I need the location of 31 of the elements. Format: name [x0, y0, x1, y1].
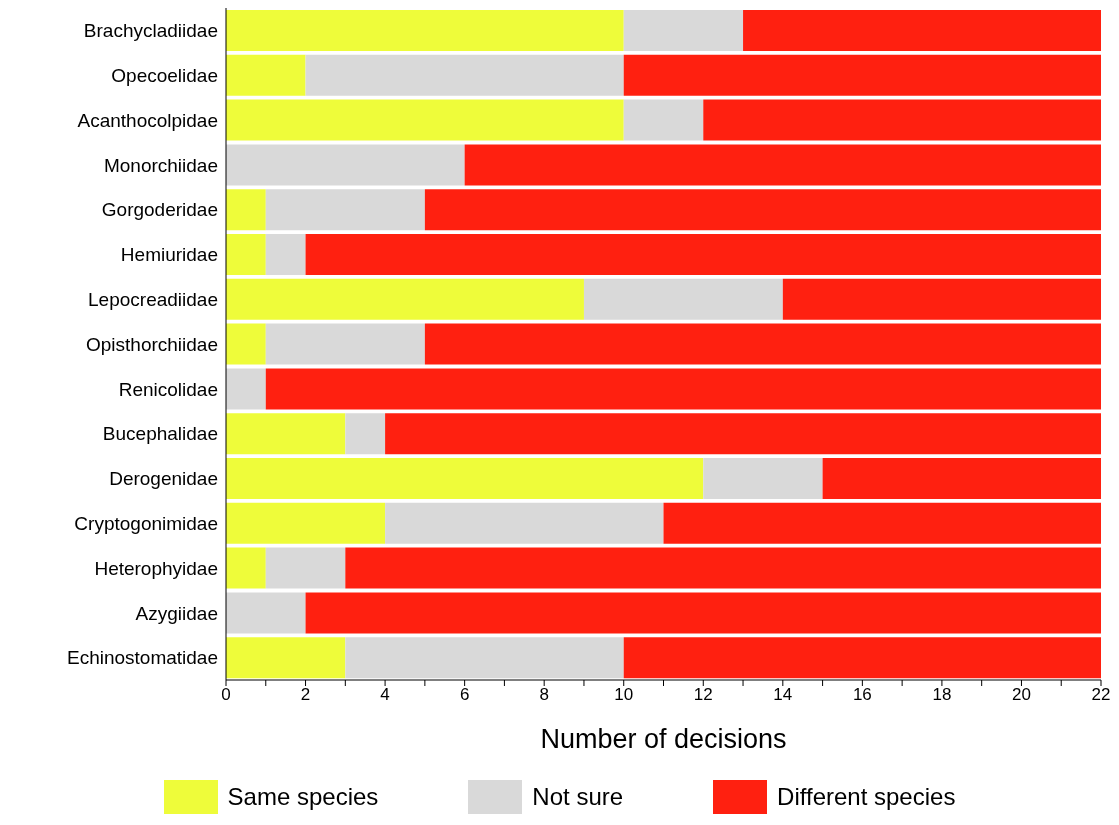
x-tick-label: 2 [300, 685, 311, 705]
y-tick-label: Opisthorchiidae [85, 333, 218, 355]
y-tick-label: Cryptogonimidae [74, 512, 218, 534]
y-tick-label: Heterophyidae [94, 557, 218, 579]
x-tick-label: 6 [459, 685, 470, 705]
y-tick-label: Azygiidae [135, 602, 218, 624]
x-tick-label: 16 [852, 685, 872, 705]
y-tick-label: Echinostomatidae [66, 647, 218, 669]
y-tick-label: Opecoelidae [111, 64, 218, 86]
x-tick-label: 22 [1091, 685, 1111, 705]
x-tick-label: 0 [221, 685, 231, 705]
y-tick-label: Hemiuridae [120, 244, 218, 266]
x-tick-label: 4 [380, 685, 390, 705]
x-tick-label: 12 [693, 685, 713, 705]
legend-label: Different species [777, 783, 956, 811]
y-tick-label: Lepocreadiidae [88, 288, 218, 310]
x-axis-title: Number of decisions [540, 724, 787, 754]
y-tick-label: Brachycladiidae [83, 20, 218, 42]
x-tick-label: 8 [539, 685, 549, 705]
y-tick-label: Bucephalidae [102, 423, 218, 445]
x-tick-label: 14 [773, 685, 793, 705]
legend-label: Same species [227, 783, 379, 811]
y-tick-label: Gorgoderidae [101, 199, 218, 221]
legend-label: Not sure [532, 783, 624, 811]
y-tick-label: Derogenidae [109, 468, 218, 490]
x-tick-label: 10 [614, 685, 634, 705]
y-tick-label: Renicolidae [118, 378, 218, 400]
x-tick-label: 20 [1011, 685, 1031, 705]
x-tick-label: 18 [932, 685, 952, 705]
y-tick-label: Acanthocolpidae [77, 109, 218, 131]
y-tick-label: Monorchiidae [103, 154, 218, 176]
